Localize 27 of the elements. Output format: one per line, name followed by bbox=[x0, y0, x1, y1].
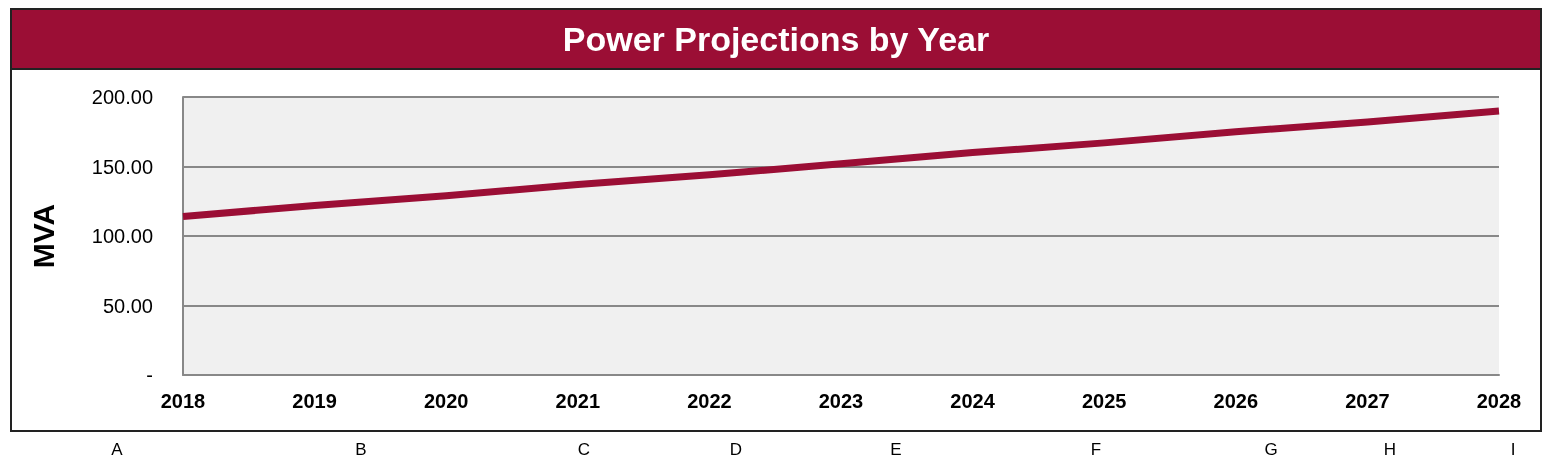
x-tick-label: 2025 bbox=[1081, 390, 1127, 412]
y-tick-label: 50.00 bbox=[102, 294, 153, 317]
text: G bbox=[1263, 440, 1279, 460]
x-tick-label: 2023 bbox=[818, 390, 864, 412]
x-tick-label: 2019 bbox=[292, 390, 337, 412]
x-tick-label: 2028 bbox=[1476, 390, 1522, 412]
x-tick-label: 2018 bbox=[160, 390, 206, 412]
y-axis-title: MVA bbox=[26, 203, 60, 269]
chart-title: Power Projections by Year bbox=[12, 10, 1540, 70]
x-tick-label: 2026 bbox=[1213, 390, 1259, 412]
text: I bbox=[1509, 440, 1517, 460]
text: D bbox=[728, 440, 744, 460]
x-tick-label: 2022 bbox=[687, 390, 732, 412]
x-tick-label: 2020 bbox=[423, 390, 469, 412]
y-tick-label: - bbox=[146, 364, 153, 386]
text: E bbox=[889, 440, 903, 460]
x-tick-label: 2024 bbox=[950, 390, 996, 412]
text: F bbox=[1089, 440, 1103, 460]
x-tick-label: 2027 bbox=[1345, 390, 1390, 412]
text: B bbox=[354, 440, 368, 460]
y-tick-label: 200.00 bbox=[91, 86, 153, 108]
text: H bbox=[1382, 440, 1398, 460]
x-tick-label: 2021 bbox=[555, 390, 601, 412]
text: C bbox=[576, 440, 592, 460]
y-tick-label: 150.00 bbox=[91, 155, 153, 178]
text: A bbox=[110, 440, 124, 460]
y-tick-label: 100.00 bbox=[91, 225, 153, 247]
